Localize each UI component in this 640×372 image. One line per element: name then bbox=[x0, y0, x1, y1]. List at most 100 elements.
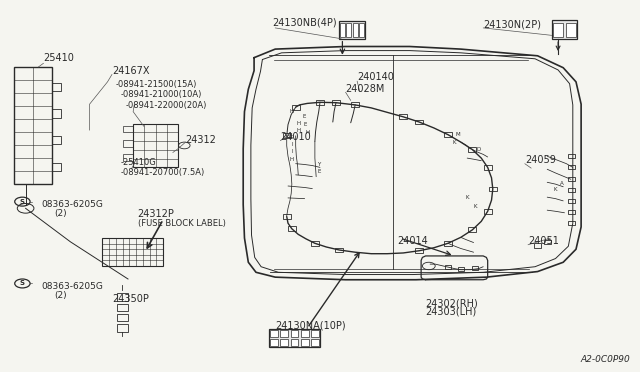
Text: 240140: 240140 bbox=[357, 72, 394, 82]
Text: 24167X: 24167X bbox=[112, 66, 150, 76]
Bar bbox=[553, 23, 563, 37]
Bar bbox=[552, 20, 577, 39]
Bar bbox=[444, 241, 452, 246]
Bar bbox=[280, 330, 288, 337]
Bar bbox=[117, 304, 128, 311]
Text: H: H bbox=[289, 157, 293, 162]
Text: S: S bbox=[20, 280, 25, 286]
Text: 24312P: 24312P bbox=[138, 209, 175, 219]
Text: -08941-21000(10A): -08941-21000(10A) bbox=[120, 90, 202, 99]
Bar bbox=[117, 293, 128, 301]
Bar bbox=[399, 114, 408, 119]
Text: E: E bbox=[317, 169, 321, 174]
Bar bbox=[301, 339, 308, 346]
Text: (2): (2) bbox=[54, 291, 67, 300]
Text: I: I bbox=[291, 149, 292, 154]
Bar bbox=[52, 136, 61, 144]
Bar bbox=[484, 165, 492, 170]
Text: 24312: 24312 bbox=[186, 135, 216, 144]
Bar bbox=[568, 199, 575, 203]
Bar bbox=[468, 227, 476, 232]
Text: K: K bbox=[473, 203, 477, 209]
Bar bbox=[117, 324, 128, 332]
Bar bbox=[311, 241, 319, 246]
Bar bbox=[351, 103, 360, 108]
Text: D: D bbox=[477, 147, 481, 152]
Text: A2-0C0P90: A2-0C0P90 bbox=[580, 355, 630, 364]
Bar bbox=[123, 140, 133, 147]
Bar bbox=[458, 267, 464, 271]
Bar bbox=[292, 105, 300, 109]
Bar bbox=[117, 314, 128, 321]
Bar bbox=[291, 339, 298, 346]
Text: H: H bbox=[296, 121, 300, 126]
Text: 24350P: 24350P bbox=[112, 295, 149, 304]
Bar bbox=[568, 210, 575, 214]
Text: 24130N(2P): 24130N(2P) bbox=[483, 20, 541, 30]
Bar bbox=[311, 330, 319, 337]
Text: E: E bbox=[303, 122, 307, 127]
Text: K: K bbox=[554, 187, 557, 192]
Bar bbox=[489, 187, 497, 192]
Text: 24302(RH): 24302(RH) bbox=[426, 298, 478, 308]
Text: H: H bbox=[296, 128, 300, 133]
Bar bbox=[270, 339, 278, 346]
Text: G: G bbox=[289, 135, 293, 140]
Bar bbox=[123, 126, 133, 132]
Bar bbox=[568, 165, 575, 169]
Text: K: K bbox=[452, 140, 456, 145]
Bar bbox=[335, 248, 344, 252]
Bar bbox=[316, 100, 324, 105]
Text: 24303(LH): 24303(LH) bbox=[426, 307, 477, 317]
Bar bbox=[52, 163, 61, 171]
Text: S: S bbox=[20, 199, 25, 205]
Text: 24059: 24059 bbox=[525, 155, 556, 165]
Text: 24130NB(4P): 24130NB(4P) bbox=[272, 17, 337, 27]
Bar bbox=[270, 330, 278, 337]
Bar bbox=[339, 21, 365, 39]
Text: -08941-20700(7.5A): -08941-20700(7.5A) bbox=[120, 168, 205, 177]
Text: 24028M: 24028M bbox=[346, 84, 385, 93]
Bar bbox=[346, 23, 351, 36]
Bar bbox=[568, 187, 575, 192]
Bar bbox=[14, 67, 52, 184]
Bar bbox=[311, 339, 319, 346]
Bar bbox=[472, 266, 478, 270]
Bar bbox=[468, 147, 476, 152]
Text: 08363-6205G: 08363-6205G bbox=[42, 200, 104, 209]
Text: E: E bbox=[302, 113, 306, 119]
Text: Y: Y bbox=[317, 162, 321, 167]
Text: 25410: 25410 bbox=[44, 53, 74, 62]
Text: 08363-6205G: 08363-6205G bbox=[42, 282, 104, 291]
Bar bbox=[444, 132, 452, 137]
Bar bbox=[484, 209, 492, 214]
Bar bbox=[283, 133, 291, 138]
Bar bbox=[415, 248, 424, 253]
Text: 24051: 24051 bbox=[528, 236, 559, 246]
Bar bbox=[568, 177, 575, 181]
Bar bbox=[340, 23, 345, 36]
Bar bbox=[288, 226, 296, 231]
Bar bbox=[102, 238, 163, 266]
Text: 24010: 24010 bbox=[280, 132, 311, 141]
Bar bbox=[291, 330, 298, 337]
Bar bbox=[52, 109, 61, 118]
Bar bbox=[353, 23, 358, 36]
Text: 24130NA(10P): 24130NA(10P) bbox=[275, 321, 346, 330]
Text: A: A bbox=[560, 180, 564, 186]
Text: K: K bbox=[465, 195, 469, 200]
Text: I: I bbox=[291, 142, 292, 147]
Bar bbox=[445, 265, 451, 269]
Text: 24014: 24014 bbox=[397, 236, 428, 246]
Text: H: H bbox=[305, 129, 309, 135]
Text: -08941-22000(20A): -08941-22000(20A) bbox=[125, 101, 207, 110]
Bar bbox=[280, 339, 288, 346]
Bar bbox=[301, 330, 308, 337]
Text: -08941-21500(15A): -08941-21500(15A) bbox=[115, 80, 196, 89]
Text: H: H bbox=[289, 109, 293, 114]
Text: M: M bbox=[455, 132, 460, 137]
Bar bbox=[544, 240, 550, 244]
Text: (FUSE BLOCK LABEL): (FUSE BLOCK LABEL) bbox=[138, 219, 225, 228]
Text: (2): (2) bbox=[54, 209, 67, 218]
Text: -25410G: -25410G bbox=[120, 158, 156, 167]
